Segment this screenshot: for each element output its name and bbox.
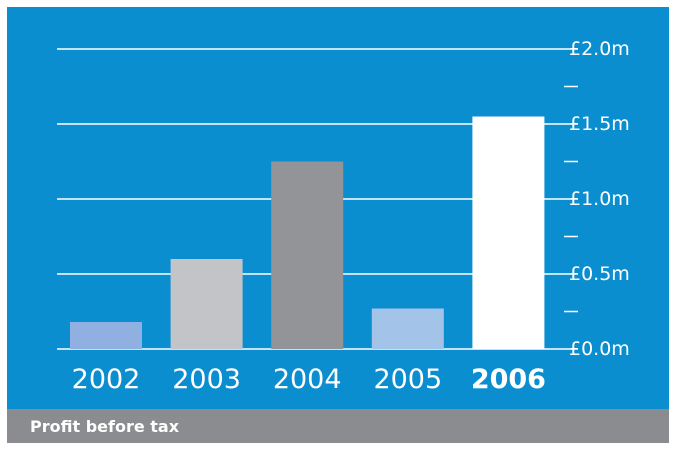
y-tick-label-0: £0.0m xyxy=(569,338,630,360)
bar-chart: £0.0m £0.5m £1.0m £1.5m £2.0m 2002 2003 2004 200… xyxy=(57,38,630,395)
y-tick-label-4: £2.0m xyxy=(569,38,630,60)
bar-2005 xyxy=(371,308,444,349)
caption-bar: Profit before tax xyxy=(7,409,669,443)
x-tick-label-2005: 2005 xyxy=(373,364,442,395)
x-tick-label-2003: 2003 xyxy=(172,364,241,395)
x-tick-label-2004: 2004 xyxy=(273,364,342,395)
bar-2004 xyxy=(271,161,344,349)
y-tick-label-3: £1.5m xyxy=(569,113,630,135)
bar-2002 xyxy=(70,322,142,349)
chart-caption: Profit before tax xyxy=(30,417,180,436)
y-tick-label-1: £0.5m xyxy=(569,263,630,285)
bar-2003 xyxy=(170,259,243,349)
y-tick-label-2: £1.0m xyxy=(569,188,630,210)
x-tick-label-2006: 2006 xyxy=(471,364,546,395)
x-tick-label-2002: 2002 xyxy=(72,364,141,395)
chart-panel: £0.0m £0.5m £1.0m £1.5m £2.0m 2002 2003 2004 200… xyxy=(7,7,669,443)
bar-2006 xyxy=(472,116,545,349)
